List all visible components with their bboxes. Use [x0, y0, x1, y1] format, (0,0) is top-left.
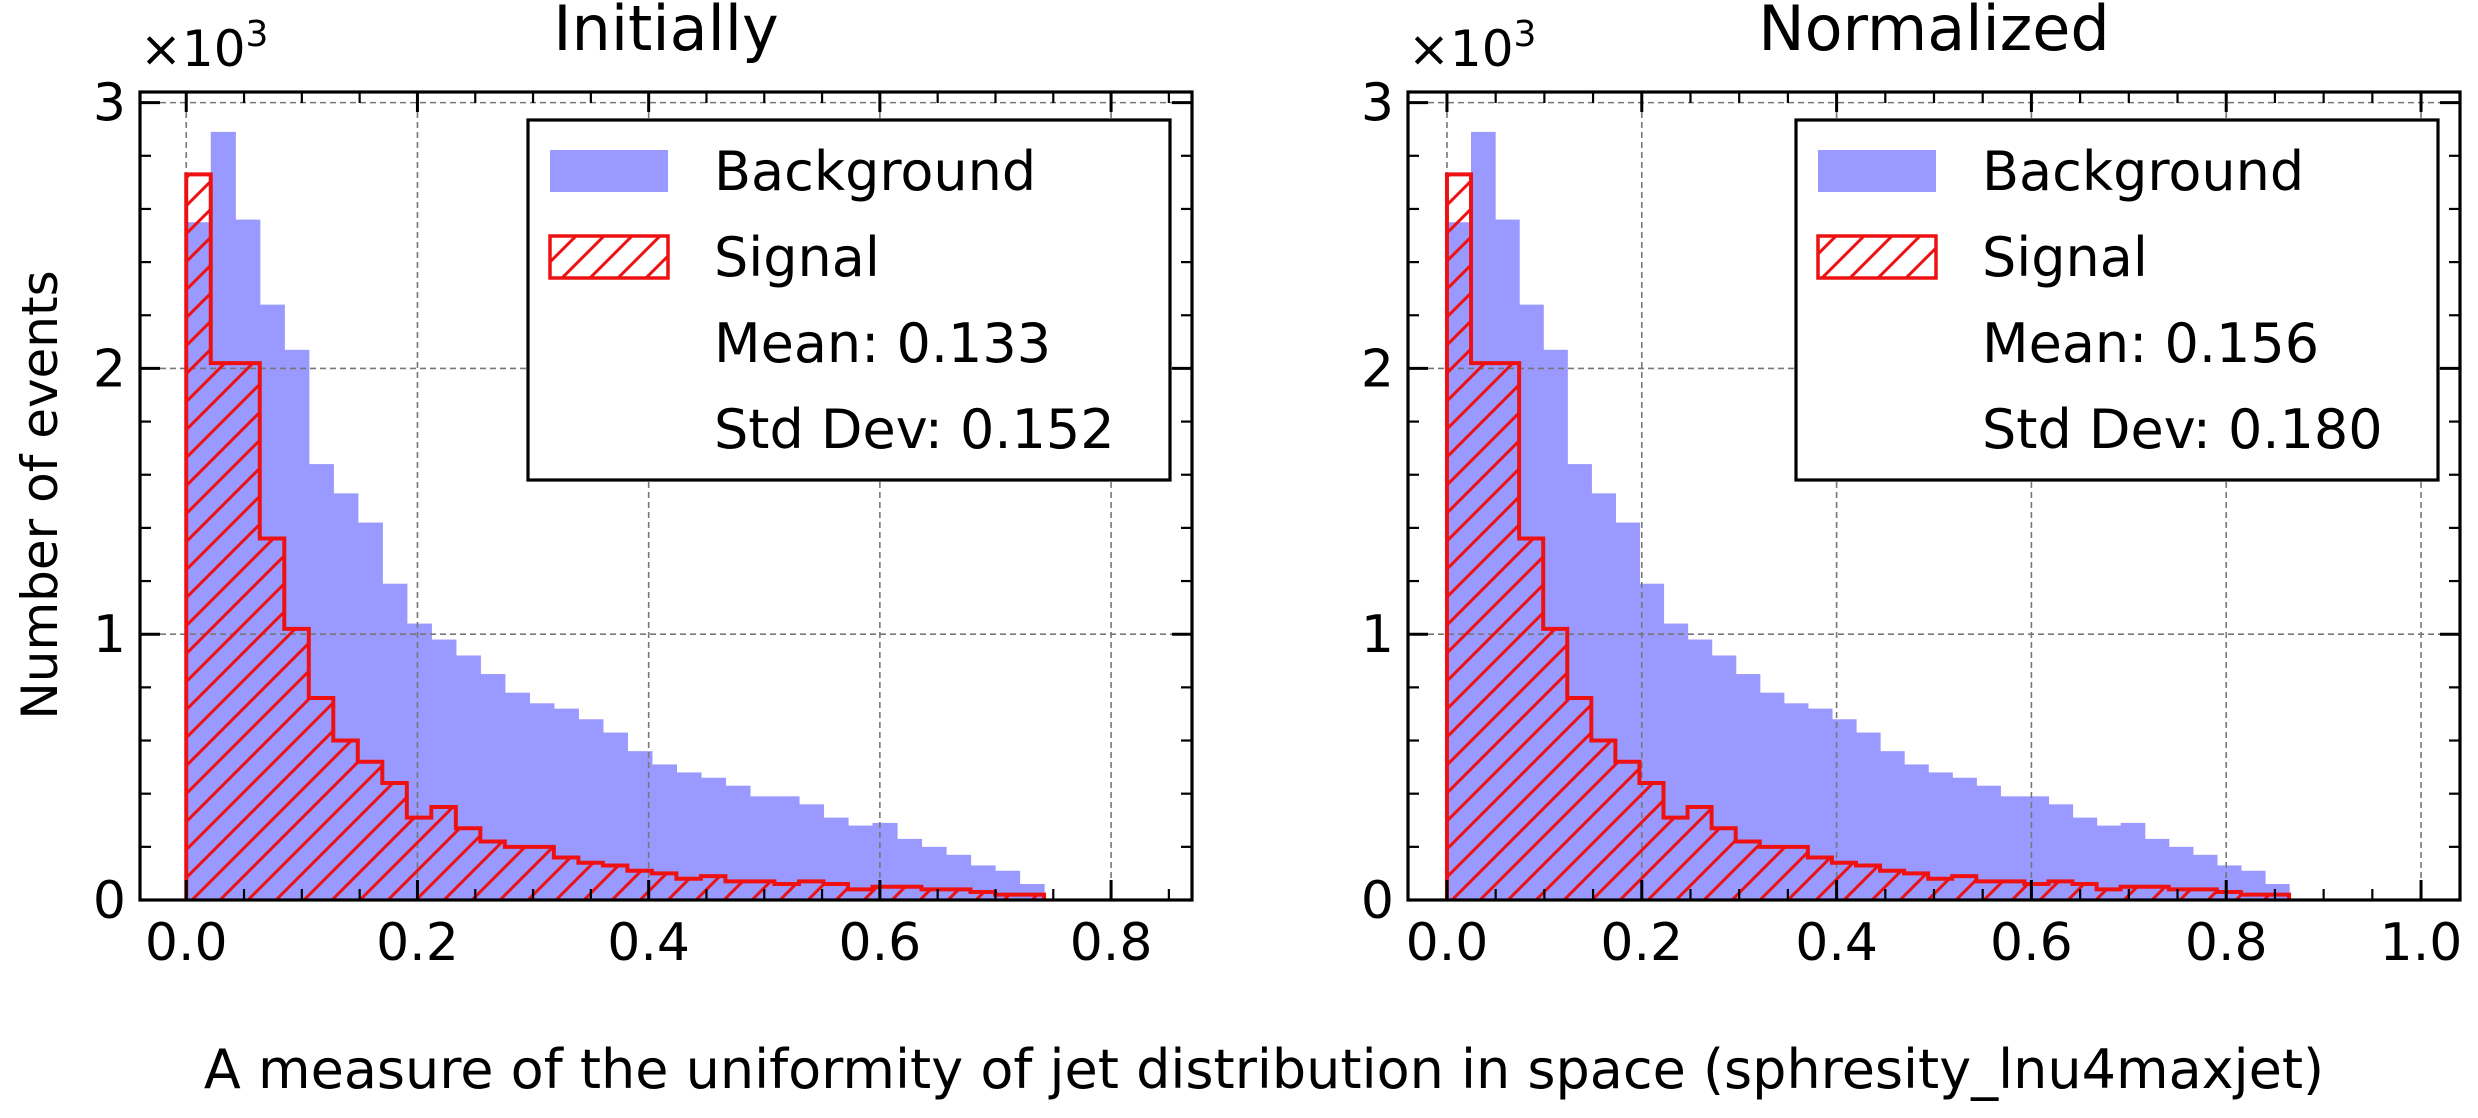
signal-hatch-fill — [1446, 174, 2290, 901]
legend-swatch-signal — [1816, 234, 1938, 280]
y-tick-label: 1 — [1361, 605, 1394, 665]
y-axis-multiplier: ×103 — [140, 14, 268, 78]
legend-label-background: Background — [714, 140, 1036, 203]
x-tick-label: 0.2 — [376, 913, 459, 973]
panel-title: Normalized — [1758, 0, 2110, 65]
x-tick-label: 1.0 — [2380, 913, 2463, 973]
y-axis-label: Number of events — [11, 270, 69, 719]
x-tick-label: 0.8 — [2185, 913, 2268, 973]
legend-label-background: Background — [1982, 140, 2304, 203]
x-tick-label: 0.4 — [607, 913, 690, 973]
x-tick-label: 0.2 — [1600, 913, 1683, 973]
y-tick-label: 0 — [1361, 871, 1394, 931]
signal-hatch-fill — [186, 174, 1045, 901]
y-axis-multiplier: ×103 — [1408, 14, 1536, 78]
y-tick-label: 3 — [1361, 74, 1394, 134]
legend-mean: Mean: 0.156 — [1982, 312, 2319, 375]
y-tick-label: 3 — [93, 74, 126, 134]
x-tick-label: 0.6 — [839, 913, 922, 973]
axes-frame — [138, 90, 1194, 902]
panel-title: Initially — [553, 0, 778, 65]
legend-std-dev: Std Dev: 0.180 — [1982, 398, 2383, 461]
y-tick-label: 1 — [93, 605, 126, 665]
signal-step-outline — [184, 172, 1047, 900]
legend-label-signal: Signal — [1982, 226, 2148, 289]
legend-swatch-background — [550, 150, 668, 192]
legend-swatch-background — [1818, 150, 1936, 192]
x-axis-label: A measure of the uniformity of jet distr… — [204, 1038, 2324, 1101]
legend-mean: Mean: 0.133 — [714, 312, 1051, 375]
legend-swatch-signal — [548, 234, 670, 280]
panel-initially: 0.0 0.2 0.4 0.6 0.8 0 1 2 3×103 Initially Backgrou… — [93, 0, 1194, 973]
x-tick-label: 0.4 — [1795, 913, 1878, 973]
y-tick-label: 2 — [93, 339, 126, 399]
legend-label-signal: Signal — [714, 226, 880, 289]
y-tick-label: 2 — [1361, 339, 1394, 399]
ticks — [140, 92, 1192, 902]
x-tick-label: 0.6 — [1990, 913, 2073, 973]
x-tick-label: 0.8 — [1070, 913, 1153, 973]
panel-normalized: 0.0 0.2 0.4 0.6 0.8 1.0 0 1 2 3×103 Normalized Back… — [1361, 0, 2462, 973]
signal-step-outline — [1444, 172, 2292, 900]
legend: Background Signal Mean: 0.133 Std Dev: 0.15… — [526, 118, 1172, 482]
ticks — [1408, 92, 2460, 902]
x-tick-label: 0.0 — [145, 913, 228, 973]
legend: Background Signal Mean: 0.156 Std Dev: 0.18… — [1794, 118, 2440, 482]
x-tick-label: 0.0 — [1406, 913, 1489, 973]
legend-std-dev: Std Dev: 0.152 — [714, 398, 1115, 461]
y-tick-label: 0 — [93, 871, 126, 931]
